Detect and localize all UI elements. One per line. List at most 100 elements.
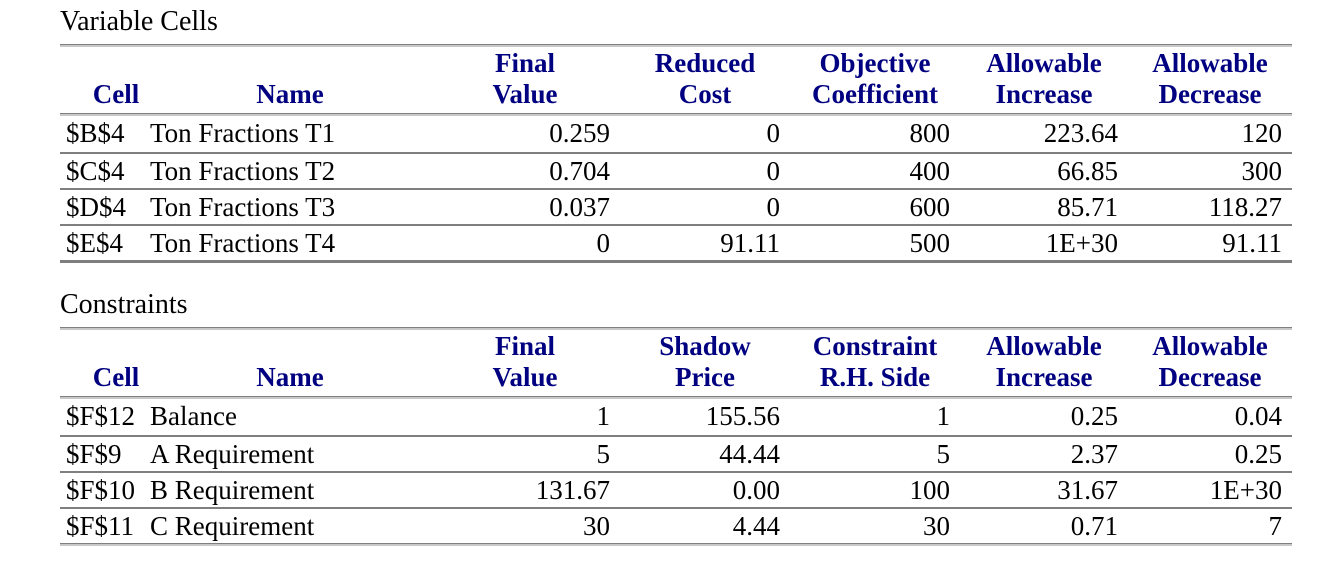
row-name: Ton Fractions T2 [150,156,336,186]
column-header-cell: Cell [60,331,150,393]
column-header-objective-coefficient: Objective Coefficient [790,48,960,110]
column-header-line1 [150,48,430,79]
column-header-allowable-decrease: Allowable Decrease [1128,331,1292,393]
row-name: C Requirement [150,511,315,541]
column-header-line1 [82,331,150,362]
header-divider-rule [60,113,1292,116]
column-header-line2: Decrease [1158,79,1262,109]
allowable-decrease: 0.04 [1234,401,1282,431]
final-value: 0.037 [549,192,610,222]
objective-coefficient: 800 [909,118,951,148]
allowable-decrease: 0.25 [1234,439,1282,469]
final-value: 0 [596,228,611,258]
allowable-increase: 66.85 [1057,156,1118,186]
allowable-decrease: 1E+30 [1209,475,1282,505]
shadow-price: 4.44 [732,511,780,541]
allowable-decrease: 118.27 [1208,192,1282,222]
allowable-decrease: 7 [1268,511,1283,541]
objective-coefficient: 600 [909,192,951,222]
column-header-line2: Cost [678,79,732,109]
column-header-line2: Value [492,79,558,109]
final-value: 5 [596,439,611,469]
column-header-line2: Cell [92,362,140,392]
table-bottom-rule [60,543,1292,546]
constraint-rhs: 5 [936,439,951,469]
allowable-increase: 31.67 [1057,475,1118,505]
row-name: Ton Fractions T1 [150,118,336,148]
allowable-increase: 0.25 [1070,401,1118,431]
reduced-cost: 0 [766,156,781,186]
column-header-name: Name [150,331,430,393]
column-header-name: Name [150,48,430,110]
table-row: $F$10 B Requirement 131.67 0.00 100 31.6… [60,471,1292,507]
row-name: Ton Fractions T4 [150,228,336,258]
shadow-price: 155.56 [705,401,780,431]
cell-ref: $F$10 [66,475,136,505]
final-value: 0.259 [549,118,610,148]
column-header-line2: Price [675,362,735,392]
column-header-line1: Final [494,48,555,78]
section-title-variable-cells: Variable Cells [60,6,218,37]
row-name: B Requirement [150,475,315,505]
variable-cells-header-row: Cell Name Final Value Reduced Cost Objec… [60,47,1292,113]
column-header-line2: Coefficient [812,79,938,109]
column-header-line1: Shadow [659,331,751,361]
constraints-header-row: Cell Name Final Value Shadow Price Const… [60,330,1292,396]
constraint-rhs: 100 [909,475,951,505]
allowable-decrease: 300 [1241,156,1283,186]
shadow-price: 0.00 [732,475,780,505]
constraint-rhs: 1 [936,401,951,431]
final-value: 30 [583,511,610,541]
row-name: Ton Fractions T3 [150,192,336,222]
column-header-line2: R.H. Side [819,362,931,392]
column-header-allowable-increase: Allowable Increase [960,331,1128,393]
allowable-increase: 85.71 [1057,192,1118,222]
column-header-line1: Allowable [1152,48,1268,78]
allowable-decrease: 91.11 [1222,228,1282,258]
cell-ref: $F$9 [66,439,122,469]
column-header-final-value: Final Value [430,48,620,110]
allowable-increase: 223.64 [1043,118,1118,148]
allowable-increase: 1E+30 [1045,228,1118,258]
cell-ref: $F$12 [66,401,136,431]
allowable-decrease: 120 [1241,118,1283,148]
objective-coefficient: 400 [909,156,951,186]
table-row: $F$11 C Requirement 30 4.44 30 0.71 7 [60,507,1292,543]
section-title-constraints: Constraints [60,289,188,320]
objective-coefficient: 500 [909,228,951,258]
table-bottom-rule [60,260,1292,263]
column-header-final-value: Final Value [430,331,620,393]
cell-ref: $F$11 [66,511,135,541]
cell-ref: $B$4 [66,118,125,148]
cell-ref: $E$4 [66,228,123,258]
row-name: Balance [150,401,237,431]
column-header-line1: Final [494,331,555,361]
column-header-line2: Name [256,362,324,392]
title-divider-rule [60,327,1292,330]
final-value: 0.704 [549,156,610,186]
reduced-cost: 91.11 [720,228,780,258]
column-header-line2: Value [492,362,558,392]
column-header-line2: Increase [995,79,1093,109]
column-header-allowable-decrease: Allowable Decrease [1128,48,1292,110]
sensitivity-report: Variable Cells Cell Name Final Value Red… [60,6,1292,546]
column-header-line2: Cell [92,79,140,109]
column-header-line2: Increase [995,362,1093,392]
table-row: $F$12 Balance 1 155.56 1 0.25 0.04 [60,399,1292,435]
column-header-line1 [150,331,430,362]
table-row: $E$4 Ton Fractions T4 0 91.11 500 1E+30 … [60,224,1292,260]
column-header-line1: Allowable [1152,331,1268,361]
column-header-line1: Allowable [986,331,1102,361]
column-header-line1 [82,48,150,79]
cell-ref: $D$4 [66,192,126,222]
reduced-cost: 0 [766,192,781,222]
table-row: $C$4 Ton Fractions T2 0.704 0 400 66.85 … [60,152,1292,188]
table-row: $D$4 Ton Fractions T3 0.037 0 600 85.71 … [60,188,1292,224]
column-header-shadow-price: Shadow Price [620,331,790,393]
column-header-line2: Decrease [1158,362,1262,392]
final-value: 1 [596,401,611,431]
constraint-rhs: 30 [923,511,950,541]
row-name: A Requirement [150,439,315,469]
column-header-allowable-increase: Allowable Increase [960,48,1128,110]
column-header-line1: Reduced [654,48,756,78]
